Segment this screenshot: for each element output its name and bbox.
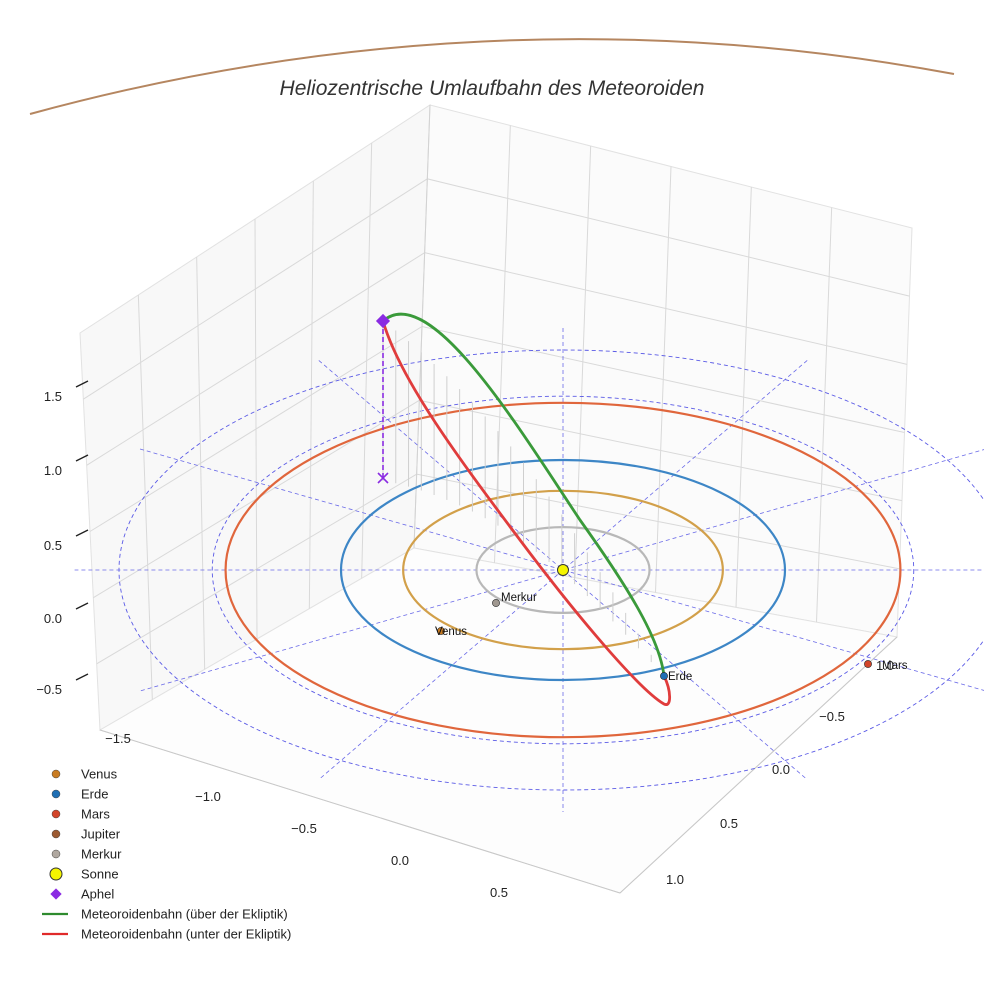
box-edge [413,104,431,549]
orbit-erde [339,458,787,682]
x-tick-label: −0.5 [291,821,317,836]
grid-line [655,166,672,593]
orbit-mars [224,401,902,739]
grid-line [574,145,592,578]
aphel-marker [375,313,391,329]
z-tick-label: 0.5 [44,538,62,553]
chart-title: Heliozentrische Umlaufbahn des Meteoroid… [280,77,705,100]
legend-label: Jupiter [81,827,121,842]
aphel-projection-marker [377,472,389,484]
legend-label: Sonne [81,867,119,882]
y-tick-label: 0.5 [720,816,738,831]
x-tick-label: 0.5 [490,885,508,900]
axis-ticks: 1.5 1.0 0.5 0.0 −0.5 −1.5 −1.0 −0.5 0.0 0.5 −0.5 0.… [36,380,894,900]
axis-grid [79,104,913,894]
ecliptic-radial-line [318,360,808,780]
grid-line [816,207,833,623]
y-tick-label: −0.5 [819,709,845,724]
grid-line [254,218,258,640]
orbit-jupiter [29,38,955,115]
legend-marker-dot [51,769,61,779]
legend-label: Meteoroidenbahn (über der Ekliptik) [81,907,288,922]
z-tick [75,673,89,681]
legend-label: Merkur [81,847,122,862]
planet-merkur [492,599,500,607]
grid-line [137,294,153,700]
box-edge [99,729,621,894]
legend-label: Venus [81,767,118,782]
back-right-pane [413,104,913,638]
planet-label: Mars [882,660,908,672]
z-tick [75,454,89,462]
bodies: Merkur Venus Erde Mars [375,313,908,683]
y-tick-label: 0.0 [772,762,790,777]
z-tick-label: 1.0 [44,463,62,478]
legend-label: Aphel [81,887,114,902]
legend-marker-dot [51,789,61,799]
grid-line [361,142,373,579]
meteoroid-below-ecliptic [381,320,672,706]
legend-label: Mars [81,807,110,822]
legend-marker-dot [51,809,61,819]
x-tick-label: 0.0 [391,853,409,868]
grid-line [494,125,511,563]
legend-label: Meteoroidenbahn (unter der Ekliptik) [81,927,291,942]
legend-label: Erde [81,787,108,802]
legend-marker-sun [49,867,63,881]
planet-label: Venus [435,626,467,638]
planet-label: Merkur [501,592,537,604]
planet-mars [864,660,872,668]
y-tick-label: 1.0 [666,872,684,887]
legend-marker-diamond [50,888,62,900]
legend: Venus Erde Mars Jupiter Merkur Sonne Aphel Mete… [42,767,291,942]
orbit-merkur [475,525,651,614]
z-tick [75,380,89,388]
meteoroid-above-ecliptic [382,312,666,677]
planet-venus [437,627,445,635]
orbit-venus [402,489,724,651]
x-tick-label: −1.0 [195,789,221,804]
z-tick [75,602,89,610]
grid-line [196,256,206,670]
grid-line [308,180,314,609]
legend-marker-dot [51,829,61,839]
grid-line [735,186,752,608]
planet-label: Erde [668,671,692,683]
planet-orbits [29,38,955,739]
y-tick-label: 1.0 [876,658,894,673]
sun-marker [557,564,569,576]
meteoroid-orbit [377,312,672,706]
box-edge [619,636,898,894]
z-tick-label: −0.5 [36,682,62,697]
planet-erde [660,672,668,680]
z-tick-label: 1.5 [44,389,62,404]
z-tick-label: 0.0 [44,611,62,626]
ecliptic-radial-line [318,360,808,780]
z-tick [75,529,89,537]
x-tick-label: −1.5 [105,731,131,746]
legend-marker-dot [51,849,61,859]
